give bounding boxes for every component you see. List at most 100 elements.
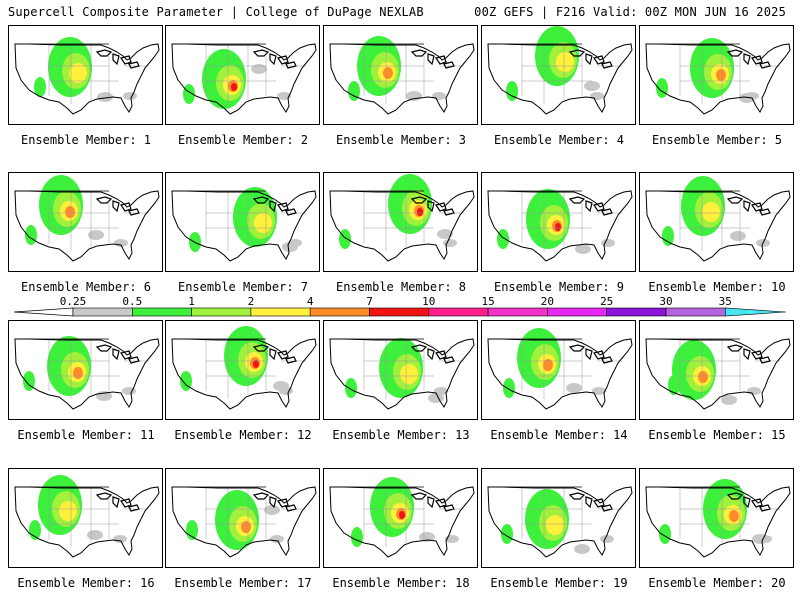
coastline	[14, 190, 160, 262]
great-lakes	[410, 49, 455, 69]
scp-contour-gray	[590, 92, 604, 100]
state-borders	[48, 488, 149, 547]
colorbar-segment	[309, 307, 370, 317]
scp-contour-yellow	[69, 63, 87, 83]
colorbar-segment	[428, 307, 489, 317]
colorbar-segment	[250, 307, 311, 317]
scp-contour-green	[659, 524, 671, 544]
scp-contour-gray	[592, 387, 606, 395]
scp-contour-gray	[88, 230, 104, 240]
colorbar-segment	[665, 307, 726, 317]
colorbar-right-arrow	[724, 307, 787, 317]
member-label: Ensemble Member: 11	[17, 428, 155, 442]
state-borders	[363, 192, 464, 251]
colorbar-tick-label: 25	[600, 295, 613, 308]
scp-contour-red	[399, 511, 405, 519]
great-lakes	[95, 49, 140, 69]
great-lakes	[95, 492, 140, 512]
scp-contour-gray	[566, 383, 582, 393]
coastline	[329, 43, 475, 115]
scp-field-map	[487, 26, 633, 115]
ensemble-member-map	[8, 320, 163, 420]
great-lakes	[410, 196, 455, 216]
scp-contour-yellow	[702, 202, 720, 222]
ensemble-member-map	[323, 320, 478, 420]
member-label: Ensemble Member: 14	[490, 428, 628, 442]
state-borders	[679, 488, 780, 547]
colorbar-tick-label: 15	[481, 295, 494, 308]
state-borders	[205, 192, 306, 251]
scp-contour-red	[253, 360, 259, 368]
colorbar-tick-label: 4	[307, 295, 314, 308]
scp-contour-gray	[264, 505, 280, 515]
scp-contour-yellow	[59, 501, 77, 521]
state-borders	[48, 45, 149, 104]
scp-contour-gray	[584, 81, 600, 91]
ensemble-member-map	[323, 25, 478, 125]
great-lakes	[252, 344, 297, 364]
scp-contour-green	[183, 84, 195, 104]
colorbar-tick-label: 2	[248, 295, 255, 308]
member-label: Ensemble Member: 16	[17, 576, 155, 590]
member-label: Ensemble Member: 5	[651, 133, 783, 147]
scp-field-map	[171, 486, 317, 558]
scp-contour-green	[662, 226, 674, 246]
ensemble-member-map	[481, 468, 636, 568]
scp-contour-green	[180, 371, 192, 391]
scp-contour-gray	[432, 92, 446, 100]
ensemble-member-map	[639, 468, 794, 568]
header-valid-time: 00Z GEFS | F216 Valid: 00Z MON JUN 16 20…	[474, 5, 786, 19]
colorbar-tick-label: 0.5	[122, 295, 142, 308]
scp-contour-green	[497, 229, 509, 249]
great-lakes	[252, 492, 297, 512]
member-label: Ensemble Member: 8	[335, 280, 467, 294]
scp-contour-orange	[65, 206, 75, 218]
great-lakes	[95, 344, 140, 364]
colorbar-segment	[547, 307, 608, 317]
scp-contour-gray	[601, 239, 615, 247]
scp-contour-orange	[543, 359, 553, 371]
great-lakes	[568, 492, 613, 512]
scp-field-map	[171, 326, 317, 410]
great-lakes	[568, 344, 613, 364]
scp-contour-yellow	[254, 213, 272, 233]
great-lakes	[95, 196, 140, 216]
great-lakes	[252, 196, 297, 216]
great-lakes	[726, 196, 771, 216]
scp-contour-orange	[241, 521, 251, 533]
ensemble-member-map	[481, 25, 636, 125]
scp-field-map	[14, 175, 160, 262]
scp-contour-orange	[383, 67, 393, 79]
ensemble-member-map	[323, 172, 478, 272]
state-borders	[521, 488, 622, 547]
state-borders	[521, 340, 622, 399]
scp-contour-green	[23, 371, 35, 391]
colorbar-tick-label: 1	[188, 295, 195, 308]
colorbar-tick-label: 35	[719, 295, 732, 308]
state-borders	[205, 488, 306, 547]
scp-contour-gray	[758, 535, 772, 543]
state-borders	[363, 340, 464, 399]
scp-contour-gray	[123, 92, 137, 100]
scp-contour-gray	[443, 239, 457, 247]
scp-contour-green	[506, 81, 518, 101]
scp-contour-red	[555, 223, 561, 231]
scp-contour-green	[339, 229, 351, 249]
scp-contour-green	[501, 524, 513, 544]
scp-contour-gray	[730, 231, 746, 241]
coastline	[645, 338, 791, 410]
scp-field-map	[14, 37, 160, 115]
scp-contour-gray	[747, 387, 761, 395]
great-lakes	[410, 344, 455, 364]
member-label: Ensemble Member: 6	[20, 280, 152, 294]
great-lakes	[252, 49, 297, 69]
ensemble-member-map	[481, 172, 636, 272]
state-borders	[363, 45, 464, 104]
colorbar-segment	[72, 307, 133, 317]
colorbar-segment	[132, 307, 192, 317]
member-label: Ensemble Member: 9	[493, 280, 625, 294]
ensemble-member-map	[323, 468, 478, 568]
scp-contour-gray	[419, 532, 435, 542]
scp-field-map	[14, 336, 160, 410]
ensemble-member-map	[639, 172, 794, 272]
